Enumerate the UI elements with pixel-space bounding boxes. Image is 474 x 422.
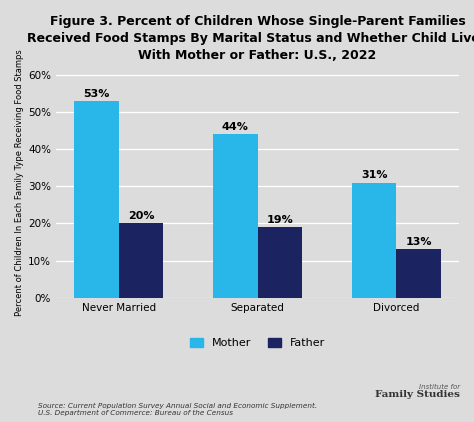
Text: 13%: 13%: [405, 237, 432, 247]
Y-axis label: Percent of Children In Each Family Type Receiving Food Stamps: Percent of Children In Each Family Type …: [15, 49, 24, 316]
Text: 20%: 20%: [128, 211, 154, 221]
Text: 53%: 53%: [83, 89, 110, 99]
Bar: [396, 249, 441, 298]
Text: 31%: 31%: [361, 170, 387, 180]
Text: Source: Current Population Survey Annual Social and Economic Supplement.
U.S. De: Source: Current Population Survey Annual…: [38, 403, 317, 416]
Bar: [74, 101, 119, 298]
Bar: [257, 227, 302, 298]
Bar: [213, 134, 257, 298]
Legend: Mother, Father: Mother, Father: [185, 333, 330, 352]
Text: 19%: 19%: [266, 215, 293, 225]
Text: Institute for: Institute for: [419, 384, 460, 390]
Bar: [352, 182, 396, 298]
Text: 44%: 44%: [222, 122, 249, 132]
Bar: [119, 223, 163, 298]
Text: Family Studies: Family Studies: [375, 390, 460, 399]
Title: Figure 3. Percent of Children Whose Single-Parent Families
Received Food Stamps : Figure 3. Percent of Children Whose Sing…: [27, 15, 474, 62]
